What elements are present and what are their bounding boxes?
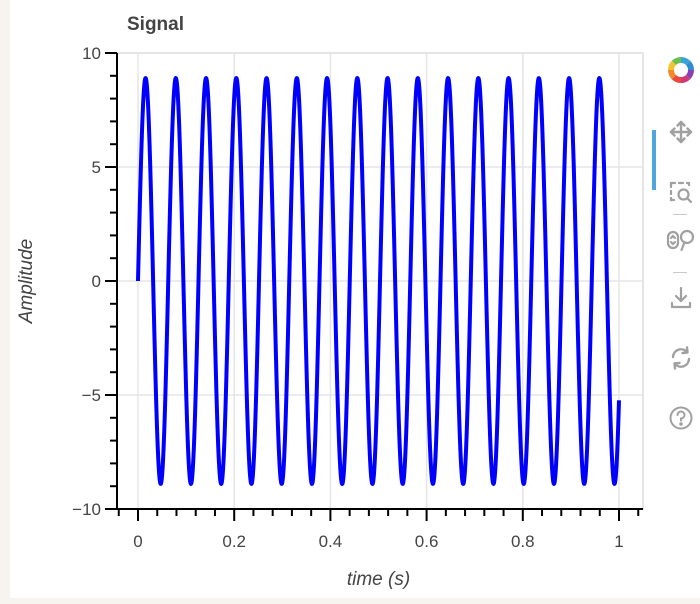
y-axis-label: Amplitude <box>16 239 37 325</box>
x-tick-label: 0.6 <box>415 532 439 551</box>
y-tick-label: −10 <box>72 500 101 519</box>
toolbar-separator <box>673 272 687 273</box>
reset-icon[interactable] <box>663 340 699 376</box>
bokeh-logo-icon[interactable] <box>663 52 699 88</box>
y-tick-label: −5 <box>82 386 101 405</box>
active-tool-indicator <box>652 130 656 190</box>
download-icon[interactable] <box>663 280 699 316</box>
plot-area[interactable]: 10 5 0 −5 −10 0 0.2 0.4 0.6 0.8 1 time (s) Amplitude <box>10 0 700 598</box>
x-tick-label: 0.2 <box>222 532 246 551</box>
x-axis-label: time (s) <box>347 569 410 590</box>
toolbar <box>652 50 700 470</box>
wheel-zoom-icon[interactable] <box>663 222 699 258</box>
x-tick-label: 0 <box>133 532 142 551</box>
y-tick-label: 5 <box>92 158 101 177</box>
y-tick-label: 0 <box>92 272 101 291</box>
pan-move-icon[interactable] <box>663 114 699 150</box>
chart-title: Signal <box>127 14 185 35</box>
signal-line <box>136 76 621 486</box>
help-icon[interactable] <box>663 400 699 436</box>
x-tick-label: 1 <box>614 532 623 551</box>
plot-canvas[interactable]: 10 5 0 −5 −10 0 0.2 0.4 0.6 0.8 1 time (s) Amplitude… <box>10 0 700 598</box>
y-tick-label: 10 <box>82 44 101 63</box>
toolbar-separator <box>673 214 687 215</box>
x-tick-label: 0.8 <box>511 532 535 551</box>
x-tick-label: 0.4 <box>319 532 343 551</box>
box-zoom-icon[interactable] <box>663 174 699 210</box>
axes: 10 5 0 −5 −10 0 0.2 0.4 0.6 0.8 1 <box>72 44 643 551</box>
